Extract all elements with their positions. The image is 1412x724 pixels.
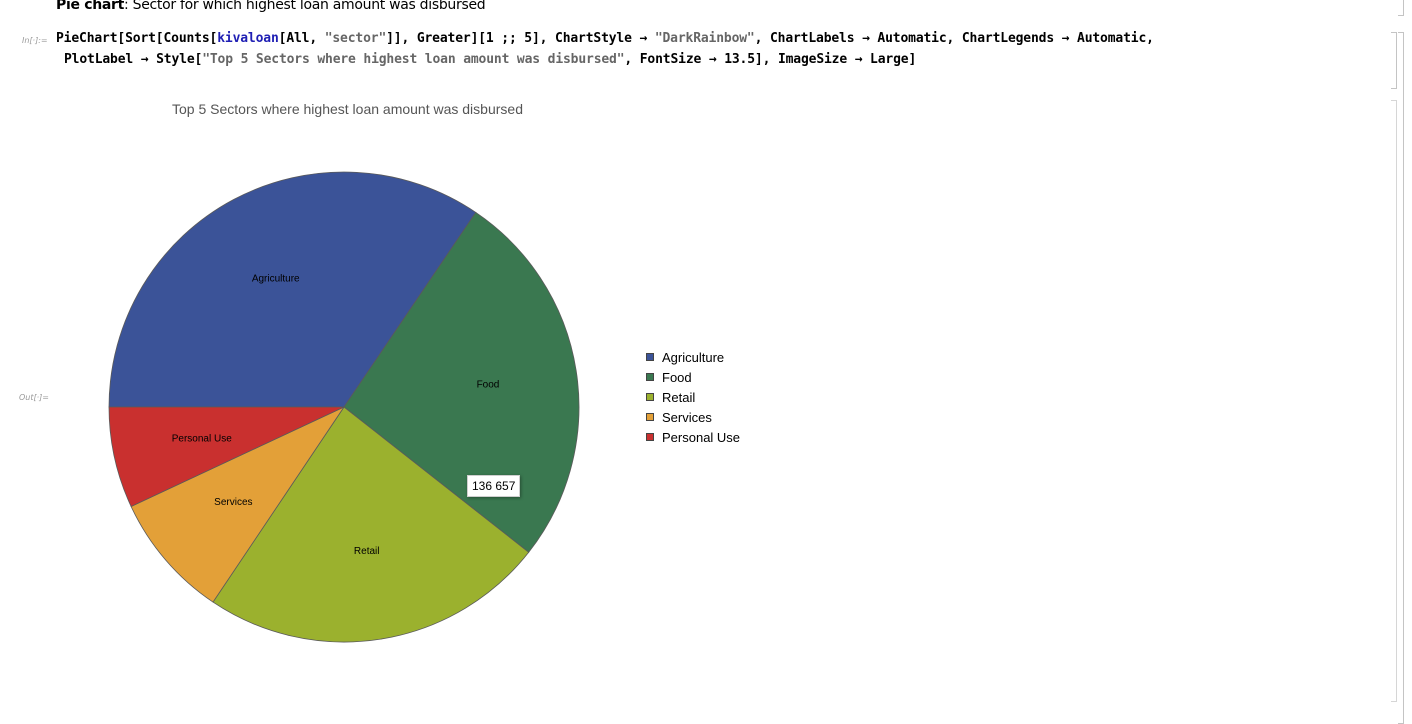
chart-title: Top 5 Sectors where highest loan amount … bbox=[172, 101, 523, 117]
pie-label-retail: Retail bbox=[354, 546, 380, 557]
text-cell-bold: Pie chart bbox=[56, 0, 125, 13]
pie-label-agriculture: Agriculture bbox=[252, 273, 300, 284]
cell-bracket-top[interactable] bbox=[1398, 0, 1404, 16]
input-cell-bracket[interactable] bbox=[1391, 32, 1397, 89]
legend-swatch bbox=[646, 433, 654, 441]
text-cell: Pie chart: Sector for which highest loan… bbox=[56, 0, 486, 13]
pie-slice-services[interactable] bbox=[130, 406, 346, 603]
pie-label-personal-use: Personal Use bbox=[172, 434, 232, 445]
code-line-1[interactable]: PieChart[Sort[Counts[kivaloan[All, "sect… bbox=[56, 31, 1154, 46]
legend-swatch bbox=[646, 373, 654, 381]
legend-item-personal-use: Personal Use bbox=[646, 427, 740, 447]
pie-slice-agriculture[interactable] bbox=[108, 171, 477, 408]
pie-label-food: Food bbox=[477, 380, 500, 391]
legend-label: Personal Use bbox=[662, 429, 741, 445]
pie-label-services: Services bbox=[214, 497, 252, 508]
code-line-2[interactable]: PlotLabel → Style["Top 5 Sectors where h… bbox=[64, 52, 917, 67]
legend-item-services: Services bbox=[646, 407, 740, 427]
legend-swatch bbox=[646, 413, 654, 421]
chart-legend: Agriculture Food Retail Services Personal Us… bbox=[646, 347, 740, 447]
legend-swatch bbox=[646, 353, 654, 361]
legend-label: Agriculture bbox=[662, 349, 725, 365]
legend-label: Food bbox=[662, 369, 692, 385]
pie-chart[interactable]: Agriculture Food Retail Services Personal Us… bbox=[0, 0, 1412, 689]
legend-item-food: Food bbox=[646, 367, 740, 387]
text-cell-rest: : Sector for which highest loan amount w… bbox=[124, 0, 486, 13]
legend-label: Retail bbox=[662, 389, 696, 405]
pie-slice-food[interactable] bbox=[343, 211, 580, 553]
legend-swatch bbox=[646, 393, 654, 401]
legend-item-agriculture: Agriculture bbox=[646, 347, 740, 367]
slice-tooltip: 136 657 bbox=[467, 475, 521, 497]
legend-label: Services bbox=[662, 409, 712, 425]
pie-slice-personal-use[interactable] bbox=[108, 406, 345, 508]
pie-slice-retail[interactable] bbox=[212, 406, 530, 643]
legend-item-retail: Retail bbox=[646, 387, 740, 407]
output-label: Out[·]= bbox=[19, 393, 49, 402]
input-label: In[·]:= bbox=[22, 36, 48, 45]
